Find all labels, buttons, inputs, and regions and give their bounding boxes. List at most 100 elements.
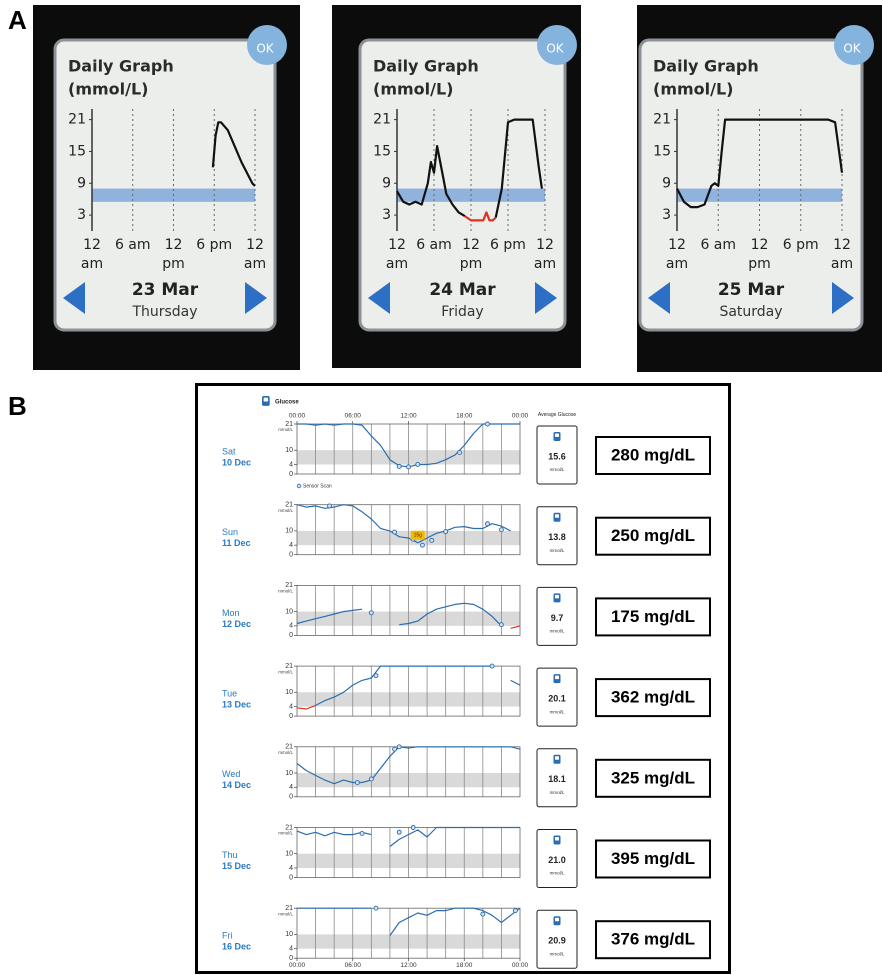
y-tick-label: 3 [77,207,86,223]
sensor-scan [458,451,462,455]
date-label: 13 Dec [222,699,251,709]
x-tick-label: 12 am [74,236,110,274]
average-value: 15.6 [548,451,566,461]
glucose-icon-screen [555,676,559,680]
y-tick-label: 0 [289,874,293,881]
x-tick-label: 12 am [379,236,415,274]
day-label: Thu [222,850,238,860]
date-label: 12 Dec [222,619,251,629]
date: 25 Mar [718,280,785,300]
glucose-icon-screen [555,837,559,841]
day-label: Wed [222,769,240,779]
y-tick-label: 10 [285,931,293,938]
figure: A B Daily Graph(mmol/L)OK39152123 MarThu… [0,0,882,975]
annotation: 395 mg/dL [611,849,695,868]
y-tick-label: 9 [77,175,86,191]
y-tick-label: 15 [68,143,86,159]
average-value: 20.1 [548,693,566,703]
x-tick-label: 6 am [700,236,736,255]
y-tick-label: 4 [289,946,293,953]
average-unit: mmol/L [550,871,565,876]
y-tick-label: 10 [285,689,293,696]
y-tick-label: 0 [289,632,293,639]
y-tick-label: 10 [285,608,293,615]
average-value: 20.9 [548,936,566,946]
x-tick-label: 6 am [115,236,151,255]
y-tick-label: 15 [653,143,671,159]
x-tick-label: 12:00 [400,962,417,969]
sensor-scan [499,528,503,532]
sensor-scan [444,530,448,534]
x-tick-label: 12 am [527,236,563,274]
date-label: 14 Dec [222,780,251,790]
x-tick-label: 6 pm [196,236,232,255]
day-label: Sat [222,446,236,456]
panel-label: A [8,5,27,35]
x-tick-label: 18:00 [456,962,473,969]
average-unit: mmol/L [550,709,565,714]
y-unit: mmol/L [278,750,293,755]
average-value: 13.8 [548,532,566,542]
day-label: Fri [222,931,233,941]
y-tick-label: 4 [289,542,293,549]
ok-button-label: OK [843,42,861,56]
sensor-scan [430,538,434,542]
x-tick-label: 12 am [237,236,273,274]
x-tick-label: 12 am [824,236,860,274]
average-unit: mmol/L [550,790,565,795]
glucose-icon-screen [555,434,559,438]
y-unit: mmol/L [278,831,293,836]
sensor-scan [369,611,373,615]
ok-button-label: OK [546,42,564,56]
y-tick-label: 21 [653,112,671,128]
weekday: Friday [441,304,483,320]
y-tick-label: 9 [382,175,391,191]
chart-title: Daily Graph [373,57,479,76]
date: 23 Mar [132,280,199,300]
y-tick-label: 10 [285,770,293,777]
y-tick-label: 4 [289,703,293,710]
device-screen: Daily Graph(mmol/L)OK39152125 MarSaturda… [637,5,882,372]
sensor-scan-legend-marker [297,484,301,488]
date-label: 11 Dec [222,538,251,548]
sensor-scan [485,522,489,526]
sensor-scan [374,674,378,678]
sensor-scan [407,465,411,469]
annotation: 175 mg/dL [611,607,695,626]
x-tick-label: 00:00 [512,962,529,969]
y-tick-label: 4 [289,784,293,791]
y-tick-label: 4 [289,865,293,872]
x-tick-label: 6 am [416,236,452,255]
y-tick-label: 0 [289,471,293,478]
glucose-legend: Glucose [275,400,299,406]
carbs-label: 15g [414,533,423,539]
average-unit: mmol/L [550,548,565,553]
date-label: 16 Dec [222,942,251,952]
ok-button-label: OK [256,42,274,56]
y-tick-label: 4 [289,461,293,468]
y-tick-label: 10 [285,528,293,535]
y-unit: mmol/L [278,911,293,916]
average-value: 21.0 [548,855,566,865]
weekday: Thursday [131,304,197,320]
glucose-icon-screen [555,514,559,518]
sensor-scan [416,462,420,466]
average-unit: mmol/L [550,951,565,956]
average-legend: Average Glucose [537,412,577,418]
x-tick-label: 06:00 [345,413,362,420]
y-unit: mmol/L [278,427,293,432]
y-unit: mmol/L [278,669,293,674]
average-value: 9.7 [551,613,564,623]
sensor-scan [420,543,424,547]
x-tick-label: 6 pm [783,236,819,255]
date-label: 10 Dec [222,457,251,467]
date: 24 Mar [429,280,496,300]
sensor-scan [328,504,332,508]
sensor-scan [393,530,397,534]
glucose-icon-screen [555,756,559,760]
sensor-scan [397,745,401,749]
x-tick-label: 12 pm [156,236,192,274]
glucose-icon-screen [264,398,268,402]
day-label: Sun [222,527,238,537]
device-screen: Daily Graph(mmol/L)OK39152124 MarFriday [332,5,581,368]
